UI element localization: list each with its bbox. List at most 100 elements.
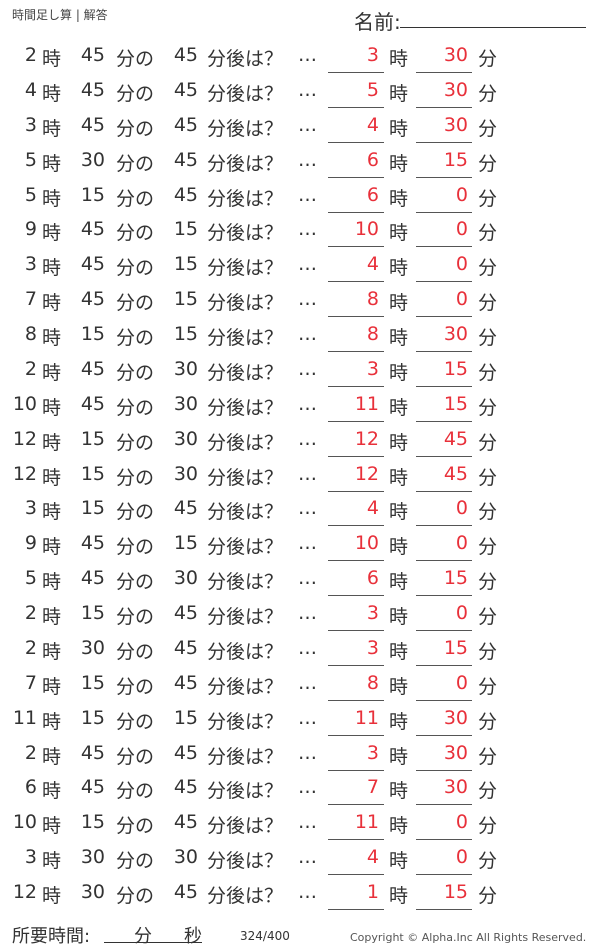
hour-label: 時 — [389, 82, 409, 105]
start-hour: 5 — [24, 567, 37, 590]
minute-answer-line — [416, 804, 472, 806]
minute-answer-line — [416, 211, 472, 213]
minute-answer-line — [416, 595, 472, 597]
minutes-after-label: 分後は？ — [207, 117, 284, 140]
minute-answer-line — [416, 106, 472, 108]
start-hour: 3 — [24, 253, 37, 276]
minute-label: 分 — [478, 431, 498, 454]
hour-answer-line — [328, 734, 384, 736]
hour-label: 時 — [389, 48, 409, 70]
problem-row: 2 時 15 分の 45 分後は？… 3 時 0 分 — [0, 597, 600, 632]
ellipsis: … — [298, 218, 317, 241]
hour-label: 時 — [389, 292, 409, 315]
problem-row: 5 時 15 分の 45 分後は？… 6 時 0 分 — [0, 179, 600, 214]
answer-minute: 15 — [443, 636, 468, 659]
answer-minute: 0 — [455, 218, 468, 241]
answer-minute: 30 — [443, 741, 468, 764]
problem-row: 2 時 45 分の 30 分後は？… 3 時 15 分 — [0, 353, 600, 388]
hour-label: 時 — [389, 780, 409, 803]
added-minutes: 30 — [173, 427, 198, 450]
ellipsis: … — [298, 567, 317, 590]
hour-label: 時 — [42, 257, 62, 280]
minute-of-label: 分の — [116, 327, 155, 349]
answer-hour: 12 — [354, 462, 379, 485]
hour-answer-line — [328, 455, 384, 457]
hour-answer-line — [328, 525, 384, 527]
answer-hour: 5 — [366, 78, 379, 101]
minute-answer-line — [416, 281, 472, 283]
minute-label: 分 — [478, 675, 498, 698]
answer-hour: 6 — [366, 148, 379, 171]
hour-label: 時 — [389, 745, 409, 768]
hour-answer-line — [328, 699, 384, 701]
minutes-after-label: 分後は？ — [207, 501, 284, 524]
hour-answer-line — [328, 211, 384, 213]
hour-label: 時 — [389, 117, 409, 140]
hour-label: 時 — [389, 675, 409, 698]
hour-label: 時 — [389, 187, 409, 210]
start-minute: 30 — [80, 636, 105, 659]
answer-minute: 0 — [455, 288, 468, 311]
minute-of-label: 分の — [116, 780, 155, 803]
minutes-after-label: 分後は？ — [207, 222, 284, 245]
ellipsis: … — [298, 427, 317, 450]
hour-label: 時 — [42, 152, 62, 175]
hour-label: 時 — [389, 222, 409, 245]
problem-row: 9 時 45 分の 15 分後は？… 10 時 0 分 — [0, 213, 600, 248]
minute-label: 分 — [478, 536, 498, 559]
ellipsis: … — [298, 113, 317, 136]
minute-of-label: 分の — [116, 745, 155, 768]
hour-label: 時 — [42, 501, 62, 524]
answer-hour: 3 — [366, 44, 379, 66]
answer-minute: 30 — [443, 113, 468, 136]
answer-minute: 0 — [455, 183, 468, 206]
minute-label: 分 — [478, 815, 498, 838]
added-minutes: 45 — [173, 113, 198, 136]
ellipsis: … — [298, 671, 317, 694]
problem-row: 6 時 45 分の 45 分後は？… 7 時 30 分 — [0, 771, 600, 806]
minutes-after-label: 分後は？ — [207, 82, 284, 105]
required-time-label: 所要時間: — [12, 926, 91, 947]
minute-of-label: 分の — [116, 710, 155, 733]
copyright: Copyright © Alpha.Inc All Rights Reserve… — [350, 931, 587, 944]
minute-answer-line — [416, 455, 472, 457]
problem-row: 10 時 45 分の 30 分後は？… 11 時 15 分 — [0, 388, 600, 423]
minute-of-label: 分の — [116, 187, 155, 210]
minute-answer-line — [416, 316, 472, 318]
start-hour: 10 — [12, 811, 37, 834]
minutes-after-label: 分後は？ — [207, 361, 284, 384]
required-time-blank: 分 秒 — [104, 922, 202, 947]
hour-answer-line — [328, 769, 384, 771]
answer-minute: 0 — [455, 846, 468, 869]
hour-label: 時 — [389, 396, 409, 419]
problem-list: 2 時 45 分の 45 分後は？… 3 時 30 分 4 時 45 分の 45 分後は？… 5 時 30 分 3 時 45… — [0, 39, 600, 911]
minute-answer-line — [416, 699, 472, 701]
ellipsis: … — [298, 78, 317, 101]
ellipsis: … — [298, 532, 317, 555]
minute-of-label: 分の — [116, 152, 155, 175]
start-minute: 30 — [80, 881, 105, 903]
problem-row: 3 時 30 分の 30 分後は？… 4 時 0 分 — [0, 841, 600, 876]
start-minute: 15 — [80, 671, 105, 694]
answer-hour: 6 — [366, 567, 379, 590]
start-hour: 2 — [24, 602, 37, 624]
problem-row: 8 時 15 分の 15 分後は？… 8 時 30 分 — [0, 318, 600, 353]
added-minutes: 45 — [173, 148, 198, 171]
minute-label: 分 — [478, 152, 498, 175]
minute-label: 分 — [478, 361, 498, 384]
answer-hour: 4 — [366, 846, 379, 869]
minute-label: 分 — [478, 885, 498, 907]
answer-minute: 30 — [443, 776, 468, 799]
minutes-after-label: 分後は？ — [207, 396, 284, 419]
minute-label: 分 — [478, 640, 498, 663]
added-minutes: 30 — [173, 357, 198, 380]
hour-label: 時 — [42, 745, 62, 768]
problem-row: 9 時 45 分の 15 分後は？… 10 時 0 分 — [0, 527, 600, 562]
minutes-after-label: 分後は？ — [207, 710, 284, 733]
hour-label: 時 — [389, 501, 409, 524]
hour-label: 時 — [389, 431, 409, 454]
minutes-after-label: 分後は？ — [207, 850, 284, 873]
minutes-after-label: 分後は？ — [207, 745, 284, 768]
problem-row: 7 時 45 分の 15 分後は？… 8 時 0 分 — [0, 283, 600, 318]
answer-minute: 45 — [443, 462, 468, 485]
